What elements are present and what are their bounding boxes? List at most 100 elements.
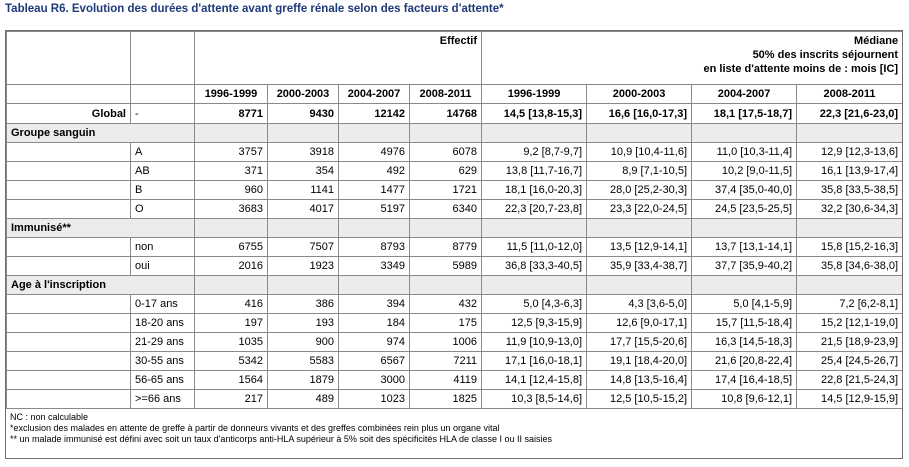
effectif-cell: 8771 bbox=[194, 103, 268, 124]
row-label: A bbox=[130, 142, 195, 162]
mediane-cell: 12,9 [12,3-13,6] bbox=[796, 142, 902, 162]
effectif-cell: 960 bbox=[194, 180, 268, 200]
mediane-cell: 15,8 [15,2-16,3] bbox=[796, 237, 902, 257]
section-header-row: Groupe sanguin bbox=[6, 123, 902, 143]
period-header: 2000-2003 bbox=[586, 84, 693, 104]
mediane-cell: 4,3 [3,6-5,0] bbox=[586, 294, 693, 314]
table-row: 0-17 ans 416 386 394 432 5,0 [4,3-6,3] 4,3 [3,… bbox=[6, 294, 902, 314]
effectif-cell: 416 bbox=[194, 294, 268, 314]
row-label: 0-17 ans bbox=[130, 294, 195, 314]
table-row: 30-55 ans 5342 5583 6567 7211 17,1 [16,0-18,1… bbox=[6, 351, 902, 371]
effectif-cell: 197 bbox=[194, 313, 268, 333]
mediane-cell: 21,6 [20,8-22,4] bbox=[691, 351, 798, 371]
mediane-cell: 10,9 [10,4-11,6] bbox=[586, 142, 693, 162]
effectif-cell: 1721 bbox=[408, 180, 483, 200]
effectif-cell: 386 bbox=[267, 294, 339, 314]
mediane-cell: 12,6 [9,0-17,1] bbox=[586, 313, 693, 333]
effectif-cell: 629 bbox=[408, 161, 483, 181]
effectif-cell: 14768 bbox=[408, 103, 483, 124]
mediane-cell: 17,7 [15,5-20,6] bbox=[586, 332, 693, 352]
mediane-cell: 37,4 [35,0-40,0] bbox=[691, 180, 798, 200]
effectif-cell: 3683 bbox=[194, 199, 268, 219]
table-row: A 3757 3918 4976 6078 9,2 [8,7-9,7] 10,9 [10,4… bbox=[6, 142, 902, 162]
row-label: B bbox=[130, 180, 195, 200]
table-row: >=66 ans 217 489 1023 1825 10,3 [8,5-14,6] 12,… bbox=[6, 389, 902, 409]
row-label: O bbox=[130, 199, 195, 219]
effectif-cell: 5197 bbox=[338, 199, 410, 219]
mediane-cell: 14,5 [12,9-15,9] bbox=[796, 389, 902, 409]
mediane-cell: 22,3 [20,7-23,8] bbox=[481, 199, 588, 219]
effectif-cell: 8793 bbox=[338, 237, 410, 257]
row-label: oui bbox=[130, 256, 195, 276]
mediane-cell: 32,2 [30,6-34,3] bbox=[796, 199, 902, 219]
table-title: Tableau R6. Evolution des durées d'atten… bbox=[5, 3, 504, 15]
effectif-cell: 3757 bbox=[194, 142, 268, 162]
row-label: 21-29 ans bbox=[130, 332, 195, 352]
effectif-cell: 193 bbox=[267, 313, 339, 333]
effectif-cell: 1141 bbox=[267, 180, 339, 200]
mediane-cell: 13,7 [13,1-14,1] bbox=[691, 237, 798, 257]
effectif-cell: 492 bbox=[338, 161, 410, 181]
footnotes: NC : non calculable *exclusion des malad… bbox=[6, 409, 902, 448]
effectif-cell: 3918 bbox=[267, 142, 339, 162]
mediane-cell: 21,5 [18,9-23,9] bbox=[796, 332, 902, 352]
table-row: 21-29 ans 1035 900 974 1006 11,9 [10,9-13,0] 1… bbox=[6, 332, 902, 352]
mediane-header-line: 50% des inscrits séjournent bbox=[752, 49, 899, 61]
header-row-1: Effectif Médiane 50% des inscrits séjour… bbox=[6, 31, 902, 85]
effectif-cell: 4017 bbox=[267, 199, 339, 219]
effectif-cell: 6078 bbox=[408, 142, 483, 162]
effectif-cell: 371 bbox=[194, 161, 268, 181]
effectif-cell: 12142 bbox=[338, 103, 410, 124]
mediane-cell: 13,8 [11,7-16,7] bbox=[481, 161, 588, 181]
effectif-cell: 4976 bbox=[338, 142, 410, 162]
global-label: Global bbox=[6, 103, 131, 124]
mediane-header: Médiane 50% des inscrits séjournent en l… bbox=[481, 31, 902, 85]
mediane-cell: 35,9 [33,4-38,7] bbox=[586, 256, 693, 276]
period-header: 2004-2007 bbox=[691, 84, 798, 104]
table-row: 56-65 ans 1564 1879 3000 4119 14,1 [12,4-15,8… bbox=[6, 370, 902, 390]
row-label: non bbox=[130, 237, 195, 257]
section-label: Age à l'inscription bbox=[6, 275, 195, 295]
table-row: O 3683 4017 5197 6340 22,3 [20,7-23,8] 23,3 [2… bbox=[6, 199, 902, 219]
effectif-cell: 3349 bbox=[338, 256, 410, 276]
period-header: 2000-2003 bbox=[267, 84, 339, 104]
period-header: 2008-2011 bbox=[408, 84, 483, 104]
mediane-cell: 12,5 [10,5-15,2] bbox=[586, 389, 693, 409]
effectif-cell: 900 bbox=[267, 332, 339, 352]
section-header-row: Age à l'inscription bbox=[6, 275, 902, 295]
effectif-cell: 394 bbox=[338, 294, 410, 314]
effectif-header: Effectif bbox=[193, 31, 483, 85]
mediane-cell: 14,8 [13,5-16,4] bbox=[586, 370, 693, 390]
header-row-2: 1996-1999 2000-2003 2004-2007 2008-2011 … bbox=[6, 84, 902, 104]
mediane-cell: 13,5 [12,9-14,1] bbox=[586, 237, 693, 257]
mediane-cell: 18,1 [16,0-20,3] bbox=[481, 180, 588, 200]
table-row: non 6755 7507 8793 8779 11,5 [11,0-12,0] 13,5 … bbox=[6, 237, 902, 257]
mediane-cell: 22,3 [21,6-23,0] bbox=[796, 103, 902, 124]
table-row: AB 371 354 492 629 13,8 [11,7-16,7] 8,9 [7,1-1… bbox=[6, 161, 902, 181]
effectif-cell: 8779 bbox=[408, 237, 483, 257]
mediane-cell: 14,1 [12,4-15,8] bbox=[481, 370, 588, 390]
effectif-cell: 1564 bbox=[194, 370, 268, 390]
effectif-cell: 7507 bbox=[267, 237, 339, 257]
footnote: NC : non calculable bbox=[10, 412, 89, 422]
effectif-cell: 9430 bbox=[267, 103, 339, 124]
mediane-cell: 17,4 [16,4-18,5] bbox=[691, 370, 798, 390]
effectif-cell: 6340 bbox=[408, 199, 483, 219]
row-label: 30-55 ans bbox=[130, 351, 195, 371]
mediane-cell: 22,8 [21,5-24,3] bbox=[796, 370, 902, 390]
row-label: 18-20 ans bbox=[130, 313, 195, 333]
row-label: AB bbox=[130, 161, 195, 181]
effectif-cell: 175 bbox=[408, 313, 483, 333]
footnote: ** un malade immunisé est défini avec so… bbox=[10, 434, 552, 444]
section-label: Immunisé** bbox=[6, 218, 195, 238]
table-row: B 960 1141 1477 1721 18,1 [16,0-20,3] 28,0 [25… bbox=[6, 180, 902, 200]
mediane-cell: 16,6 [16,0-17,3] bbox=[586, 103, 693, 124]
effectif-cell: 432 bbox=[408, 294, 483, 314]
period-header: 2008-2011 bbox=[796, 84, 902, 104]
mediane-cell: 25,4 [24,5-26,7] bbox=[796, 351, 902, 371]
effectif-cell: 489 bbox=[267, 389, 339, 409]
period-header: 2004-2007 bbox=[338, 84, 410, 104]
mediane-cell: 37,7 [35,9-40,2] bbox=[691, 256, 798, 276]
global-sub: - bbox=[130, 103, 195, 124]
mediane-cell: 7,2 [6,2-8,1] bbox=[796, 294, 902, 314]
